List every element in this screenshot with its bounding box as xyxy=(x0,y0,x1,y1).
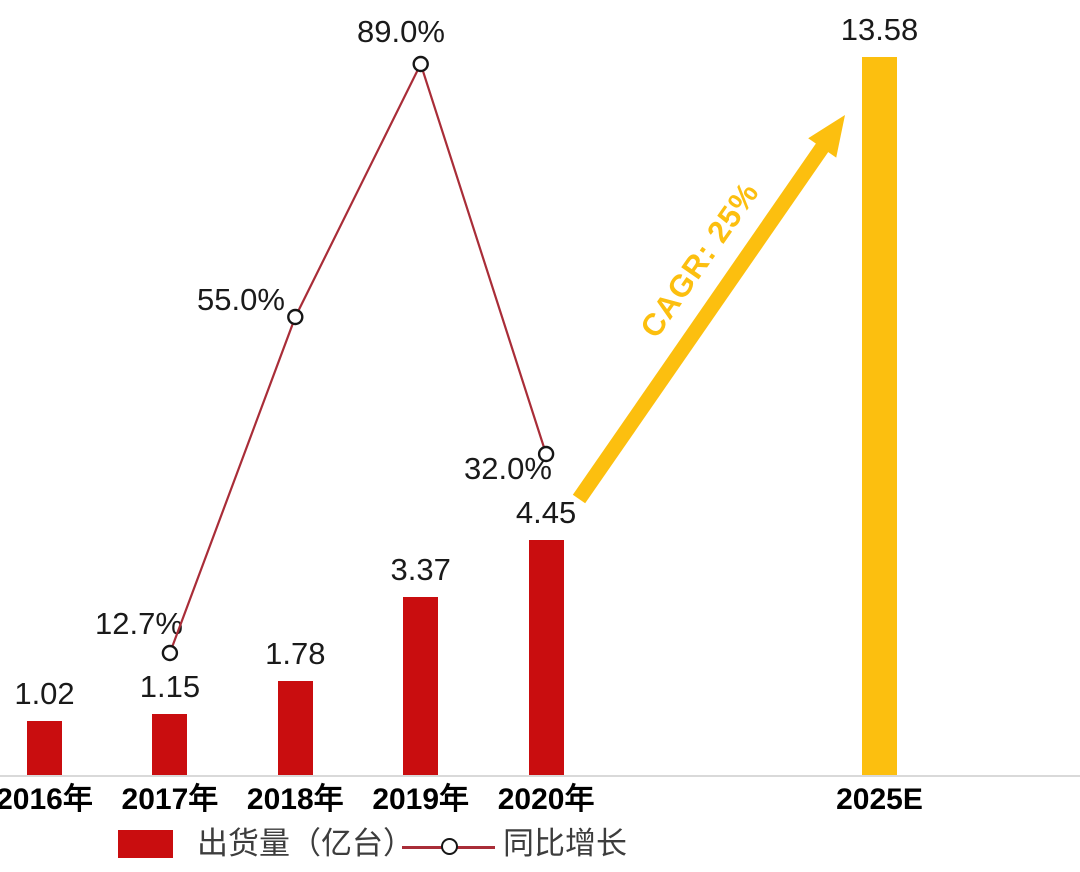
bar-value-label-2018: 1.78 xyxy=(265,636,326,671)
growth-value-label-2019: 89.0% xyxy=(357,14,445,49)
growth-marker-2017 xyxy=(161,644,179,662)
bar-2019 xyxy=(403,597,439,775)
growth-markers xyxy=(161,55,555,662)
category-label-2020: 2020年 xyxy=(497,783,595,816)
category-label-2018: 2018年 xyxy=(246,783,344,816)
growth-value-label-2018: 55.0% xyxy=(197,282,285,317)
cagr-arrow-icon xyxy=(572,115,845,504)
bar-2016 xyxy=(27,721,62,775)
cagr-annotation-label: CAGR: 25% xyxy=(633,175,766,344)
bar-value-label-2020: 4.45 xyxy=(515,495,577,530)
x-axis-line xyxy=(0,775,1080,777)
legend: 出货量（亿台） 同比增长 xyxy=(0,826,1080,872)
category-label-2016: 2016年 xyxy=(0,783,93,816)
bar-2017 xyxy=(152,714,188,775)
growth-line xyxy=(168,61,548,654)
bar-2018 xyxy=(277,681,313,775)
bar-value-label-2017: 1.15 xyxy=(139,669,201,704)
category-label-2019: 2019年 xyxy=(372,783,470,816)
bar-value-label-2016: 1.02 xyxy=(14,676,75,711)
category-label-2017: 2017年 xyxy=(121,783,219,816)
growth-marker-2019 xyxy=(412,55,429,73)
bar-series-swatch-icon xyxy=(118,830,173,858)
growth-value-label-2020: 32.0% xyxy=(464,451,552,486)
bar-value-label-2025e: 13.58 xyxy=(840,12,919,47)
legend-label-shipments: 出货量（亿台） xyxy=(197,826,414,861)
legend-label-growth: 同比增长 xyxy=(503,826,627,861)
bar-2020 xyxy=(528,540,564,775)
line-marker-icon xyxy=(441,838,458,855)
growth-marker-2018 xyxy=(287,308,304,326)
bar-value-label-2019: 3.37 xyxy=(390,552,451,587)
bar-2025e xyxy=(862,57,897,775)
growth-value-label-2017: 12.7% xyxy=(95,606,183,641)
category-label-2025e: 2025E xyxy=(836,783,923,816)
